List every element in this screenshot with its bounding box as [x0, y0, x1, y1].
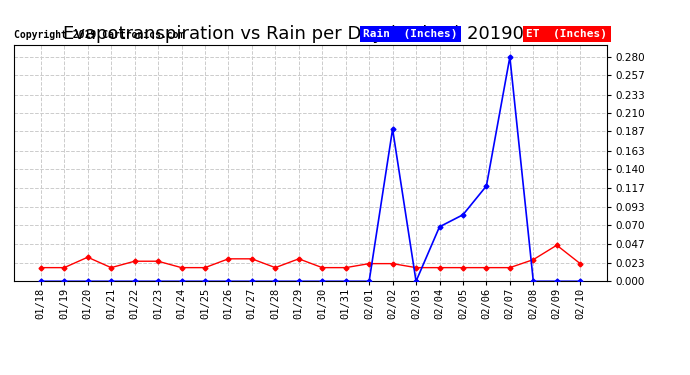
Text: Rain  (Inches): Rain (Inches): [363, 29, 457, 39]
Title: Evapotranspiration vs Rain per Day (Inches) 20190211: Evapotranspiration vs Rain per Day (Inch…: [63, 26, 558, 44]
Text: ET  (Inches): ET (Inches): [526, 29, 607, 39]
Text: Copyright 2019 Cartronics.com: Copyright 2019 Cartronics.com: [14, 30, 184, 40]
